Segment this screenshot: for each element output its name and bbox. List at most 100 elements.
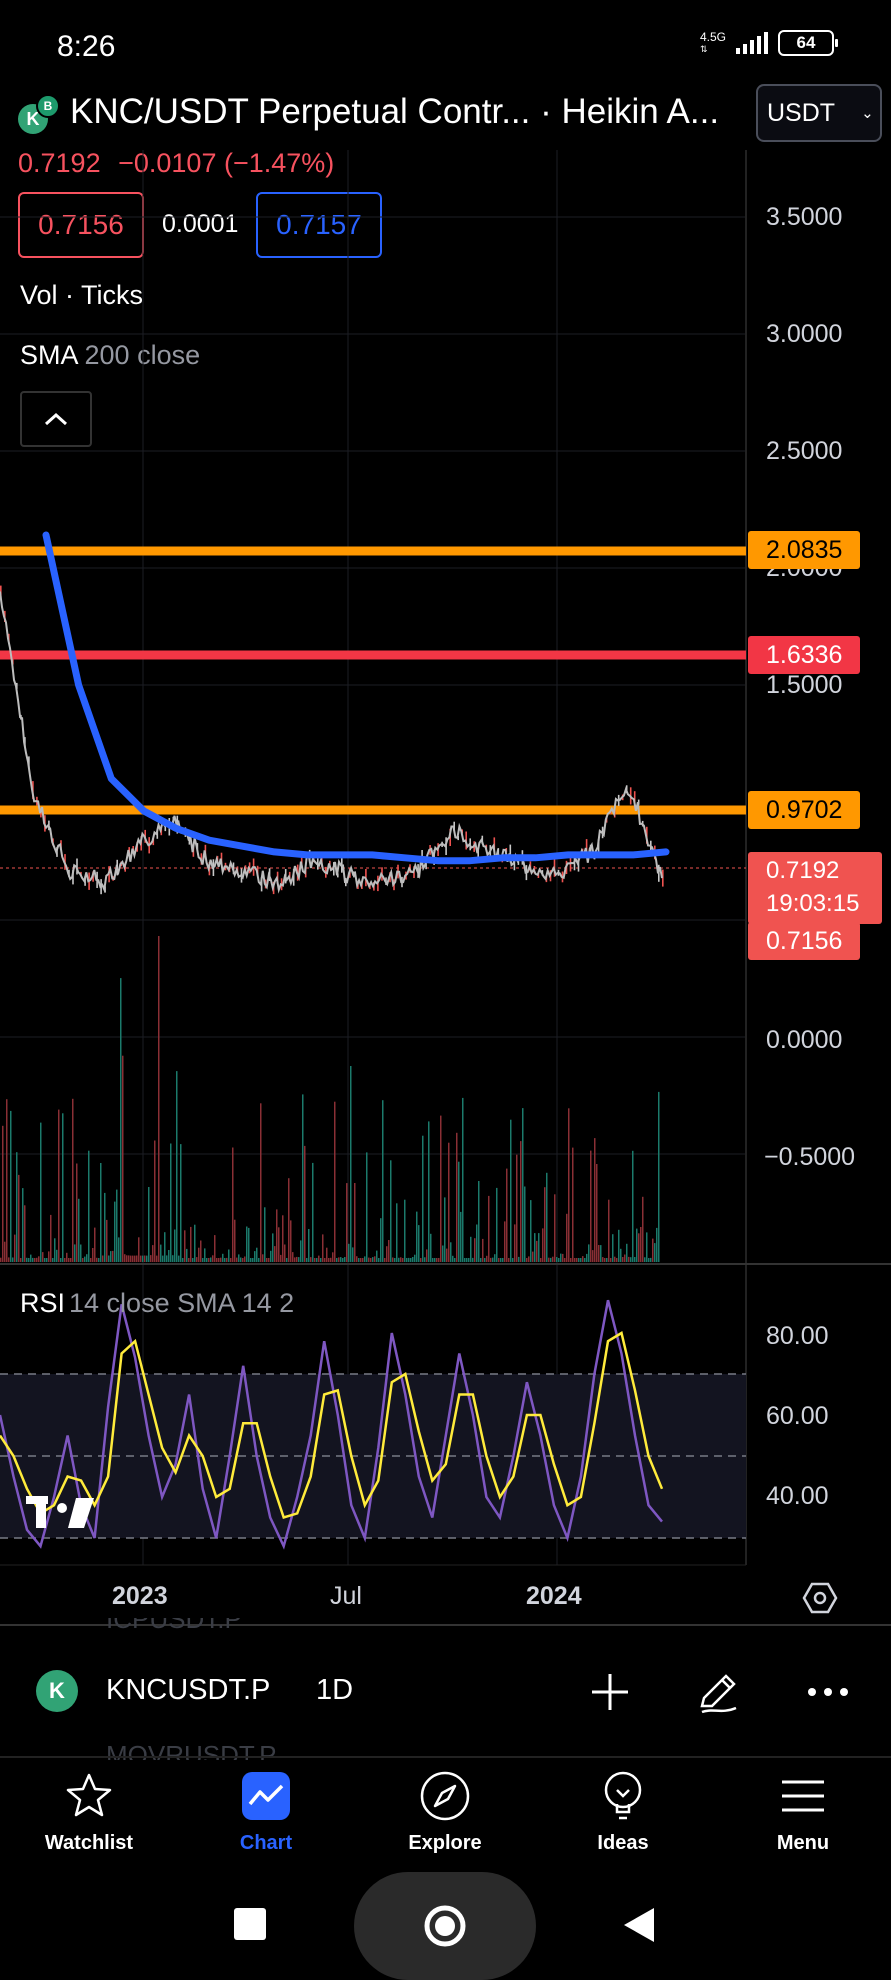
chart-settings-icon[interactable] [800,1578,840,1618]
volume-bar [568,1108,570,1262]
nav-label: Ideas [597,1832,649,1854]
signal-icon [736,32,769,54]
currency-select[interactable]: USDT ⌄ [756,84,882,142]
timeframe-button[interactable]: 1D [316,1674,354,1706]
volume-bar [564,1258,566,1262]
volume-bar [626,1243,628,1262]
volume-bar [362,1258,364,1262]
android-recents-button[interactable] [234,1908,266,1940]
nav-ideas[interactable]: Ideas [553,1768,693,1855]
volume-bar [290,1220,292,1262]
volume-bar [258,1258,260,1262]
volume-bar [182,1258,184,1262]
price-row: 0.7192 −0.0107 (−1.47%) [18,148,344,179]
volume-bar [268,1258,270,1262]
volume-bar [518,1256,520,1262]
currency-label: USDT [767,98,836,127]
volume-bar [460,1211,462,1262]
volume-bar [360,1258,362,1262]
volume-bar [498,1258,500,1262]
more-options-icon[interactable] [802,1666,854,1718]
volume-bar [538,1233,540,1262]
price-chart[interactable] [0,0,891,1630]
volume-bar [610,1258,612,1262]
volume-bar [262,1254,264,1262]
volume-bar [560,1253,562,1262]
volume-bar [236,1257,238,1262]
nav-explore[interactable]: Explore [375,1768,515,1855]
price-tick: −0.5000 [764,1143,856,1171]
volume-bar [278,1227,280,1262]
volume-bar [218,1258,220,1262]
volume-bar [406,1258,408,1262]
volume-bar [298,1257,300,1262]
volume-bar [36,1257,38,1262]
nav-label: Menu [776,1832,830,1854]
volume-bar [620,1248,622,1262]
volume-bar [474,1238,476,1262]
rsi-params: 14 close SMA 14 2 [69,1288,295,1318]
volume-bar [140,1255,142,1262]
rsi-indicator-label[interactable]: RSI 14 close SMA 14 2 [20,1288,294,1319]
android-back-button[interactable] [622,1906,656,1949]
level-badge-red[interactable]: 1.6336 [748,636,860,674]
volume-bar [434,1258,436,1262]
drawing-pencil-icon[interactable] [692,1666,744,1718]
volume-bar [312,1162,314,1262]
volume-indicator-label[interactable]: Vol · Ticks [20,280,144,310]
nav-chart[interactable]: Chart [196,1768,336,1855]
volume-bar [586,1253,588,1262]
volume-bar [490,1257,492,1262]
volume-bar [284,1244,286,1262]
volume-bar [356,1256,358,1262]
volume-bar [76,1163,78,1262]
sma-indicator-label[interactable]: SMA 200 close [20,340,200,371]
volume-bar [654,1243,656,1262]
volume-bar [488,1195,490,1262]
nav-label: Watchlist [44,1832,134,1854]
volume-bar [146,1255,148,1262]
volume-bar [636,1228,638,1262]
volume-bar [62,1113,64,1262]
volume-bar [308,1229,310,1262]
volume-bar [306,1258,308,1262]
candle [662,869,664,887]
symbol-title[interactable]: KNC/USDT Perpetual Contr... · Heikin A..… [70,92,720,131]
volume-bars [0,936,660,1262]
price-tick: 1.5000 [766,671,843,699]
volume-bar [402,1258,404,1262]
volume-bar [10,1110,12,1262]
volume-bar [618,1229,620,1262]
collapse-legend-button[interactable] [20,391,92,447]
symbol-name[interactable]: KNCUSDT.P [106,1674,271,1706]
prev-symbol-peek[interactable]: ICPUSDT.P [106,1618,242,1634]
lightbulb-icon [553,1768,693,1824]
volume-bar [410,1258,412,1262]
nav-menu[interactable]: Menu [733,1768,873,1855]
nav-watchlist[interactable]: Watchlist [19,1768,159,1855]
volume-bar [588,1244,590,1262]
next-symbol-peek[interactable]: MOVRUSDT.P [106,1740,277,1760]
volume-bar [302,1094,304,1262]
volume-bar [188,1258,190,1262]
volume-bar [634,1257,636,1262]
volume-bar [142,1255,144,1262]
volume-bar [66,1252,68,1262]
volume-bar [264,1207,266,1262]
add-icon[interactable] [584,1666,636,1718]
volume-bar [216,1258,218,1262]
volume-bar [440,1115,442,1262]
volume-bar [168,1250,170,1262]
status-time: 8:26 [57,30,116,63]
level-badge-low[interactable]: 0.9702 [748,791,860,829]
volume-bar [580,1258,582,1262]
android-home-button[interactable] [354,1872,536,1980]
volume-bar [248,1227,250,1262]
volume-bar [478,1181,480,1262]
volume-bar [514,1224,516,1262]
volume-bar [388,1240,390,1262]
volume-bar [234,1219,236,1262]
level-badge-high[interactable]: 2.0835 [748,531,860,569]
volume-bar [180,1144,182,1262]
volume-bar [486,1255,488,1262]
